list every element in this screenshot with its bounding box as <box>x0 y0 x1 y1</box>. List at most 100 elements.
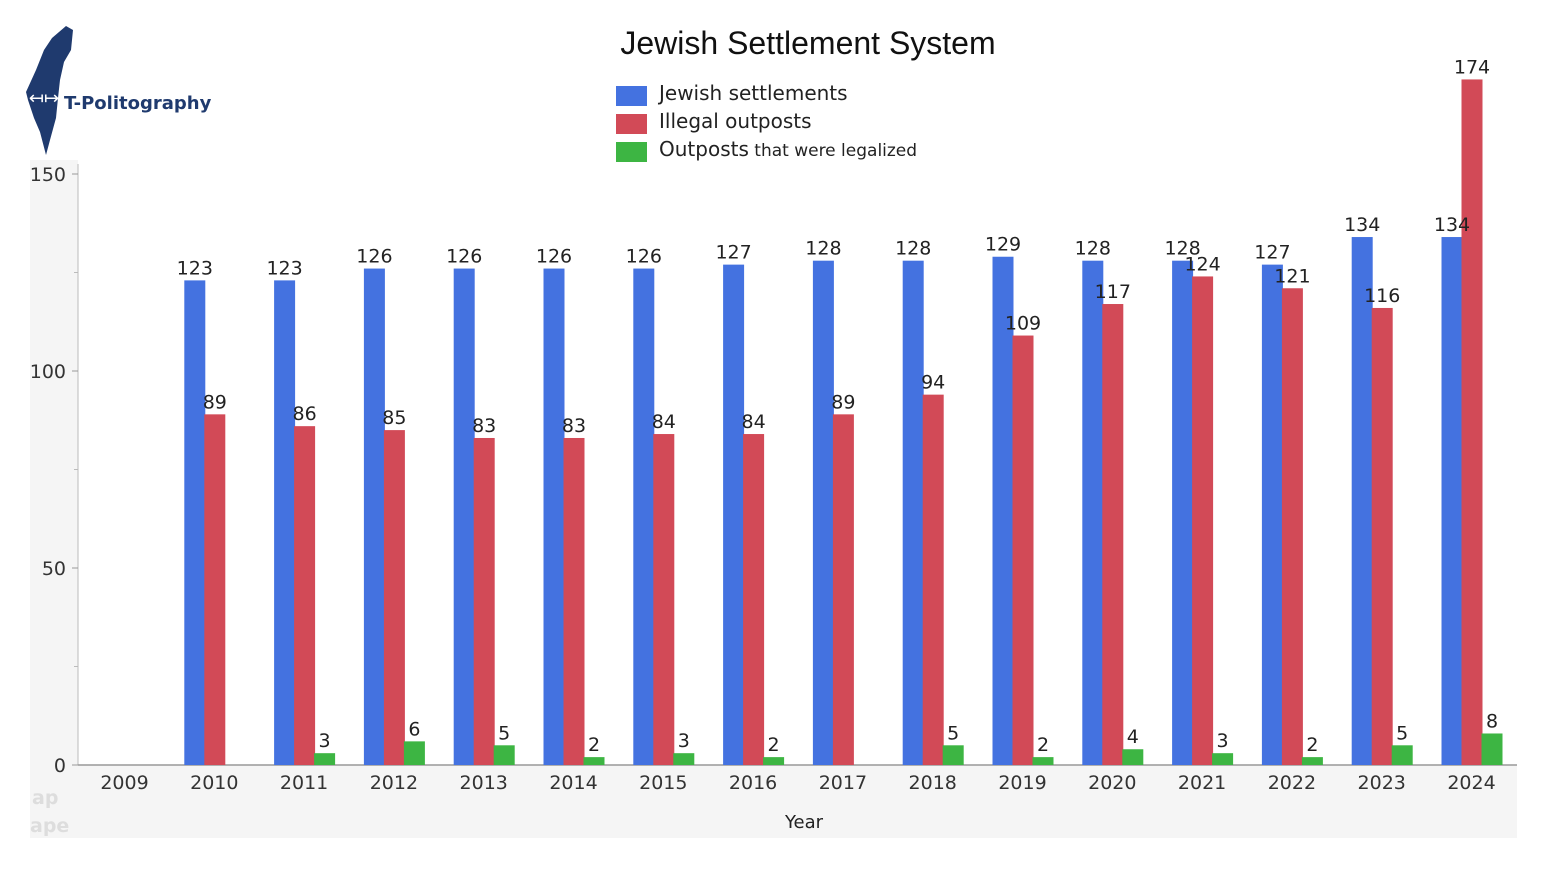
bar-settlements <box>1441 237 1463 766</box>
bar-outposts <box>1461 79 1483 765</box>
bar-outposts <box>832 414 854 765</box>
bar-settlements <box>992 256 1014 765</box>
data-label: 83 <box>562 415 586 437</box>
bar-outposts <box>294 426 316 765</box>
data-label: 2 <box>1306 734 1318 756</box>
bar-settlements <box>453 268 475 765</box>
x-tick-label: 2011 <box>280 772 328 794</box>
y-axis: 0 50 100 150 <box>30 164 78 777</box>
x-tick-label: 2019 <box>998 772 1046 794</box>
brand-logo: ↤↦ T-Politography <box>26 26 212 155</box>
data-label: 85 <box>382 407 406 429</box>
bar-outposts <box>204 414 226 765</box>
data-label: 89 <box>203 391 227 413</box>
bars <box>184 79 1503 766</box>
data-label: 127 <box>715 242 751 264</box>
data-label: 117 <box>1095 281 1131 303</box>
legend-swatch-legalized <box>616 142 647 162</box>
data-label: 128 <box>805 238 841 260</box>
y-tick-label: 50 <box>42 558 66 580</box>
y-tick-label: 150 <box>30 164 66 186</box>
data-label: 116 <box>1364 285 1400 307</box>
bar-outposts <box>1102 304 1124 765</box>
data-label: 2 <box>768 734 780 756</box>
data-label: 126 <box>536 246 572 268</box>
bar-legalized <box>583 757 605 765</box>
x-axis-title: Year <box>784 812 824 833</box>
legend-label-settlements: Jewish settlements <box>657 81 848 105</box>
data-label: 2 <box>588 734 600 756</box>
data-label: 83 <box>472 415 496 437</box>
data-label: 128 <box>895 238 931 260</box>
data-label: 126 <box>626 246 662 268</box>
data-label: 127 <box>1254 242 1290 264</box>
x-tick-label: 2023 <box>1358 772 1406 794</box>
bar-outposts <box>1012 335 1034 765</box>
ghost-text-1: ap <box>32 787 58 809</box>
bar-legalized <box>763 757 785 765</box>
data-label: 3 <box>319 730 331 752</box>
legend-swatch-settlements <box>616 86 647 106</box>
map-icon <box>26 26 73 155</box>
data-label: 128 <box>1164 238 1200 260</box>
y-tick-label: 0 <box>54 755 66 777</box>
data-label: 84 <box>742 411 766 433</box>
legend: Jewish settlements Illegal outposts Outp… <box>616 81 917 162</box>
data-label: 5 <box>1396 722 1408 744</box>
bar-settlements <box>902 260 924 765</box>
bar-legalized <box>1301 757 1323 765</box>
data-label: 3 <box>678 730 690 752</box>
data-label: 3 <box>1217 730 1229 752</box>
bar-outposts <box>1371 307 1393 765</box>
legend-swatch-outposts <box>616 114 647 134</box>
data-label: 5 <box>498 722 510 744</box>
chart-title: Jewish Settlement System <box>620 25 995 61</box>
data-label: 6 <box>408 718 420 740</box>
data-label: 121 <box>1274 265 1310 287</box>
x-tick-label: 2018 <box>909 772 957 794</box>
bar-outposts <box>922 394 944 765</box>
bar-legalized <box>493 745 515 765</box>
bar-settlements <box>184 280 206 765</box>
x-tick-label: 2017 <box>819 772 867 794</box>
bar-settlements <box>274 280 296 765</box>
bar-settlements <box>1261 264 1283 765</box>
bar-legalized <box>1391 745 1413 765</box>
brand-name: T-Politography <box>64 93 212 114</box>
x-tick-label: 2021 <box>1178 772 1226 794</box>
bar-settlements <box>812 260 834 765</box>
data-label: 123 <box>177 257 213 279</box>
bar-legalized <box>403 741 425 765</box>
data-label: 124 <box>1184 253 1220 275</box>
data-label: 174 <box>1454 56 1490 78</box>
bar-settlements <box>363 268 385 765</box>
arrows-icon: ↤↦ <box>29 88 59 109</box>
bar-legalized <box>314 753 336 765</box>
bar-outposts <box>473 437 495 765</box>
bar-legalized <box>1481 733 1503 765</box>
bar-outposts <box>1281 288 1303 765</box>
data-label: 2 <box>1037 734 1049 756</box>
bar-outposts <box>653 434 675 765</box>
bar-settlements <box>543 268 565 765</box>
bar-settlements <box>1082 260 1104 765</box>
bar-legalized <box>1212 753 1234 765</box>
data-label: 126 <box>356 246 392 268</box>
bar-outposts <box>743 434 765 765</box>
x-tick-label: 2016 <box>729 772 777 794</box>
bar-settlements <box>1351 237 1373 766</box>
ghost-text-2: ape <box>30 815 69 837</box>
data-label: 129 <box>985 234 1021 256</box>
legend-label-outposts: Illegal outposts <box>659 109 812 133</box>
x-tick-label: 2022 <box>1268 772 1316 794</box>
data-label: 89 <box>831 391 855 413</box>
bar-outposts <box>563 437 585 765</box>
data-label: 8 <box>1486 710 1498 732</box>
data-label: 109 <box>1005 313 1041 335</box>
data-label: 134 <box>1434 214 1470 236</box>
data-label: 134 <box>1344 214 1380 236</box>
data-label: 84 <box>652 411 676 433</box>
bar-legalized <box>1032 757 1054 765</box>
data-label: 86 <box>293 403 317 425</box>
